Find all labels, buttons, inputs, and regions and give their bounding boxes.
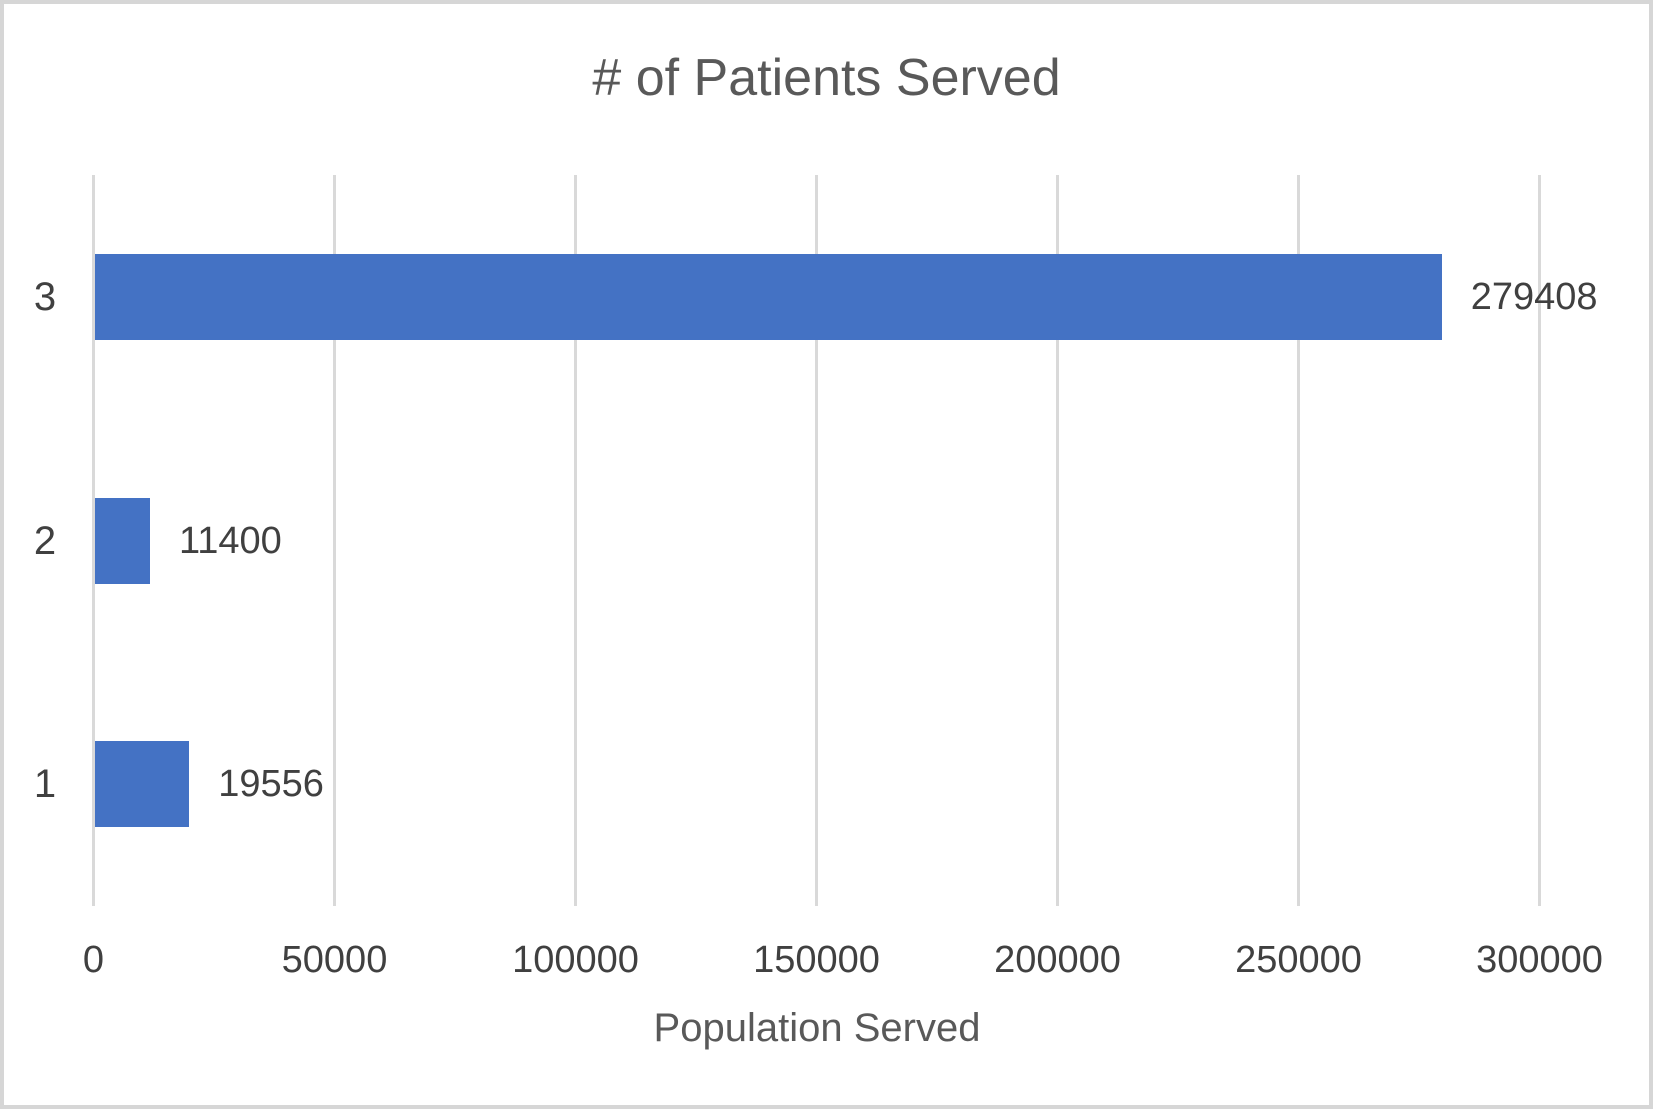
x-tick-label: 200000: [994, 939, 1121, 981]
bar-category-3: [95, 253, 1442, 340]
x-gridline: [574, 175, 577, 906]
y-category-label: 1: [33, 762, 57, 807]
x-tick-label: 150000: [753, 939, 880, 981]
bar-chart: # of Patients Served 0 50000 100000 150000 2…: [4, 4, 1649, 1105]
bar-category-2: [95, 497, 150, 584]
x-gridline: [1538, 175, 1541, 906]
x-tick-label: 300000: [1476, 939, 1603, 981]
x-tick-label: 0: [82, 939, 105, 981]
x-axis-title: Population Served: [653, 1006, 981, 1050]
x-gridline: [1297, 175, 1300, 906]
x-tick-label: 50000: [281, 939, 388, 981]
x-gridline: [815, 175, 818, 906]
bar-data-label: 19556: [218, 763, 324, 806]
x-gridline: [92, 175, 95, 906]
x-gridline: [1056, 175, 1059, 906]
bar-data-label: 11400: [178, 519, 282, 562]
x-tick-label: 250000: [1235, 939, 1362, 981]
chart-title: # of Patients Served: [592, 49, 1061, 107]
x-tick-label: 100000: [512, 939, 639, 981]
x-gridline: [333, 175, 336, 906]
bar-data-label: 279408: [1470, 275, 1598, 318]
bar-category-1: [95, 741, 190, 828]
y-category-label: 2: [33, 518, 57, 563]
y-category-label: 3: [33, 274, 57, 319]
